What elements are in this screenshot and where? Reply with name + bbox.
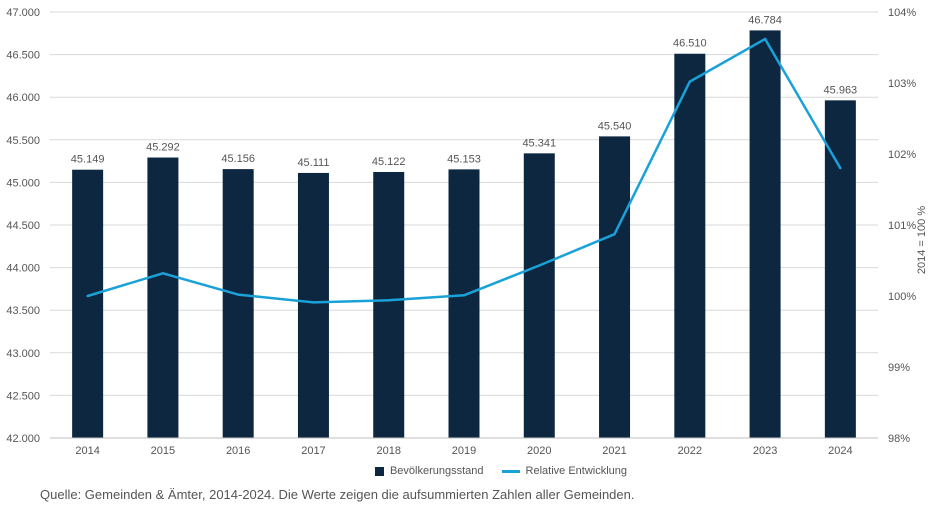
bar (824, 100, 856, 438)
bar-data-label: 45.153 (447, 153, 481, 165)
bar (147, 157, 179, 438)
line-point (236, 293, 240, 296)
left-tick-label: 47.000 (6, 7, 40, 19)
bar-data-label: 45.122 (372, 156, 406, 168)
right-tick-label: 104% (888, 7, 916, 19)
bar (523, 153, 555, 438)
left-axis: 42.000 42.500 43.000 43.500 44.000 44.500 45.0… (6, 7, 40, 445)
line-point (387, 299, 390, 302)
line-point (312, 301, 315, 304)
line-series (86, 37, 842, 304)
x-tick-label: 2019 (452, 445, 476, 457)
legend: Bevölkerungsstand Relative Entwicklung (0, 465, 942, 477)
line-point (763, 37, 767, 41)
x-tick-label: 2016 (226, 445, 250, 457)
x-tick-label: 2014 (75, 445, 99, 457)
x-tick-label: 2023 (753, 445, 777, 457)
left-tick-label: 43.500 (6, 305, 40, 317)
bar-data-label: 45.341 (522, 137, 556, 149)
line-point (688, 80, 692, 83)
source-note: Quelle: Gemeinden & Ämter, 2014-2024. Di… (40, 487, 635, 502)
x-tick-label: 2024 (828, 445, 852, 457)
right-tick-label: 98% (888, 433, 910, 445)
x-tick-label: 2015 (151, 445, 175, 457)
right-tick-label: 99% (888, 362, 910, 374)
x-tick-label: 2022 (678, 445, 702, 457)
right-tick-label: 103% (888, 78, 916, 90)
left-tick-label: 43.000 (6, 348, 40, 360)
left-tick-label: 44.500 (6, 220, 40, 232)
left-tick-label: 42.000 (6, 433, 40, 445)
legend-bar-label: Bevölkerungsstand (389, 465, 484, 477)
bar (222, 169, 254, 438)
bar-data-label: 45.963 (824, 84, 858, 96)
line-point (161, 272, 165, 275)
bar-data-label: 45.156 (221, 153, 255, 165)
bar (297, 172, 329, 438)
right-tick-label: 101% (888, 220, 916, 232)
x-axis: 2014 2015 2016 2017 2018 2019 2020 2021 2022 2023… (50, 437, 878, 457)
right-tick-label: 100% (888, 291, 916, 303)
bar-data-label: 45.111 (297, 157, 329, 169)
x-tick-label: 2018 (376, 445, 400, 457)
legend-line-label: Relative Entwicklung (525, 465, 628, 477)
x-tick-label: 2017 (301, 445, 325, 457)
x-tick-label: 2021 (602, 445, 626, 457)
line-point (538, 264, 541, 267)
right-axis-title: 2014 = 100 % (916, 206, 928, 274)
bar-data-label: 45.149 (71, 154, 105, 166)
bar (599, 136, 631, 438)
bar (72, 169, 104, 438)
left-tick-label: 46.500 (6, 50, 40, 62)
legend-item-line: Relative Entwicklung (501, 465, 628, 477)
left-tick-label: 44.000 (6, 263, 40, 275)
left-tick-label: 42.500 (6, 390, 40, 402)
right-axis: 98% 99% 100% 101% 102% 103% 104% (888, 7, 916, 445)
bar-series (72, 30, 856, 439)
left-tick-label: 45.000 (6, 177, 40, 189)
bar-data-label: 46.510 (673, 38, 707, 50)
bar (448, 169, 480, 439)
bar-data-label: 45.540 (598, 120, 632, 132)
bar-data-label: 45.292 (146, 142, 180, 154)
bar (749, 30, 781, 439)
left-tick-label: 45.500 (6, 135, 40, 147)
line-point (613, 233, 616, 236)
left-tick-label: 46.000 (6, 92, 40, 104)
line-point (462, 294, 466, 297)
legend-line-swatch (501, 469, 520, 473)
legend-item-bar: Bevölkerungsstand (315, 465, 484, 477)
bar-data-label: 46.784 (748, 14, 782, 26)
x-tick-label: 2020 (527, 445, 551, 457)
bar (373, 172, 405, 438)
line-point (86, 294, 89, 298)
line-point (839, 167, 842, 170)
bar-data-labels: 45.149 45.292 45.156 45.111 45.122 45.153 45.3… (71, 14, 857, 169)
right-tick-label: 102% (888, 149, 916, 161)
bar (674, 53, 706, 439)
legend-bar-swatch (374, 466, 384, 476)
